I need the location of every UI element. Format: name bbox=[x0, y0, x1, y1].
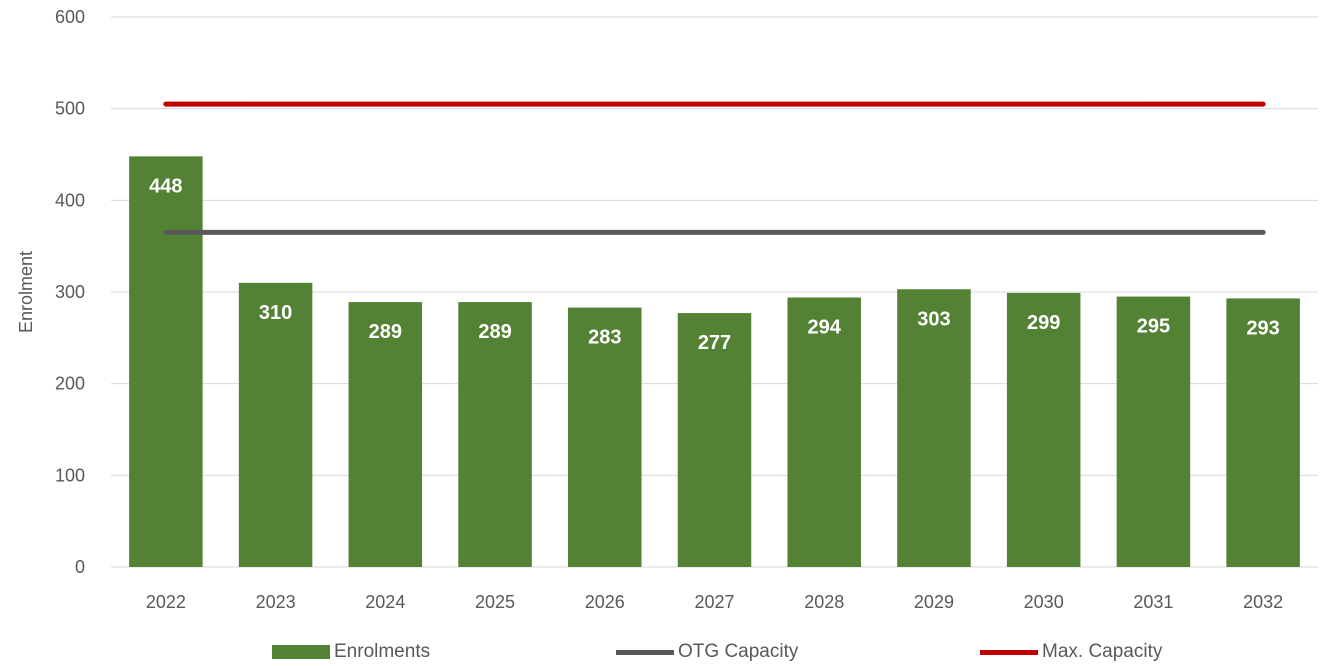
bar bbox=[348, 302, 423, 567]
bar bbox=[238, 282, 313, 567]
bar-value-label: 289 bbox=[369, 321, 402, 343]
chart-canvas: 0 100 200 300 400 500 600 448 310 289 289 283 277 29… bbox=[16, 7, 1318, 612]
x-tick-label: 2031 bbox=[1133, 592, 1173, 612]
y-tick-label: 500 bbox=[55, 99, 85, 119]
x-tick-label: 2024 bbox=[365, 592, 405, 612]
legend-item-enrolments: Enrolments bbox=[272, 638, 430, 666]
legend-swatch-bar bbox=[272, 645, 330, 659]
x-tick-label: 2032 bbox=[1243, 592, 1283, 612]
x-tick-label: 2028 bbox=[804, 592, 844, 612]
y-tick-label: 400 bbox=[55, 190, 85, 210]
legend-swatch-line bbox=[980, 649, 1038, 655]
bar-value-label: 295 bbox=[1137, 316, 1170, 338]
x-axis-ticks: 2022 2023 2024 2025 2026 2027 2028 2029 2030 2031… bbox=[146, 592, 1283, 612]
bar-value-label: 303 bbox=[917, 308, 950, 330]
legend-label: Max. Capacity bbox=[1042, 641, 1163, 662]
bar-value-label: 310 bbox=[259, 302, 292, 324]
bar-value-label: 294 bbox=[808, 317, 842, 339]
bar-value-label: 289 bbox=[478, 321, 511, 343]
y-tick-label: 200 bbox=[55, 374, 85, 394]
bar bbox=[897, 289, 971, 567]
legend-item-otg-capacity: OTG Capacity bbox=[616, 638, 798, 666]
bar bbox=[787, 297, 861, 567]
x-tick-label: 2027 bbox=[694, 592, 734, 612]
y-tick-label: 100 bbox=[55, 465, 85, 485]
bars bbox=[129, 156, 1300, 568]
bar bbox=[677, 313, 752, 567]
bar-value-label: 448 bbox=[149, 175, 182, 197]
bar bbox=[458, 302, 532, 567]
bar bbox=[1226, 298, 1300, 567]
bar-value-label: 293 bbox=[1246, 317, 1279, 339]
bar bbox=[568, 307, 642, 567]
x-tick-label: 2023 bbox=[256, 592, 296, 612]
capacity-lines bbox=[163, 101, 1266, 235]
legend-swatch-line bbox=[616, 649, 674, 655]
y-tick-label: 300 bbox=[55, 282, 85, 302]
bar-value-label: 283 bbox=[588, 327, 621, 349]
data-labels: 448 310 289 289 283 277 294 303 299 295 293 bbox=[149, 175, 1280, 354]
bar bbox=[1006, 292, 1081, 567]
bar-value-label: 277 bbox=[698, 332, 731, 354]
y-tick-label: 600 bbox=[55, 7, 85, 27]
bar bbox=[129, 156, 203, 568]
y-axis-ticks: 0 100 200 300 400 500 600 bbox=[55, 7, 85, 577]
legend-label: OTG Capacity bbox=[678, 641, 799, 662]
bar-value-label: 299 bbox=[1027, 312, 1060, 334]
legend-item-max-capacity: Max. Capacity bbox=[980, 638, 1162, 666]
x-tick-label: 2022 bbox=[146, 592, 186, 612]
x-tick-label: 2025 bbox=[475, 592, 515, 612]
bar bbox=[1116, 296, 1191, 567]
x-tick-label: 2030 bbox=[1024, 592, 1064, 612]
legend-label: Enrolments bbox=[334, 641, 431, 662]
x-tick-label: 2026 bbox=[585, 592, 625, 612]
legend: Enrolments OTG Capacity Max. Capacity bbox=[0, 638, 1325, 666]
x-tick-label: 2029 bbox=[914, 592, 954, 612]
y-tick-label: 0 bbox=[75, 557, 85, 577]
y-axis-title: Enrolment bbox=[16, 251, 36, 333]
